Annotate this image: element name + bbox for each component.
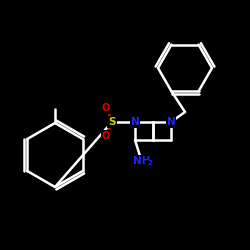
Text: NH: NH [133, 156, 151, 166]
Text: O: O [102, 131, 110, 141]
Text: O: O [102, 103, 110, 113]
Text: S: S [108, 117, 116, 127]
Text: N: N [130, 117, 140, 127]
Text: 2: 2 [148, 160, 152, 166]
Text: N: N [166, 117, 175, 127]
